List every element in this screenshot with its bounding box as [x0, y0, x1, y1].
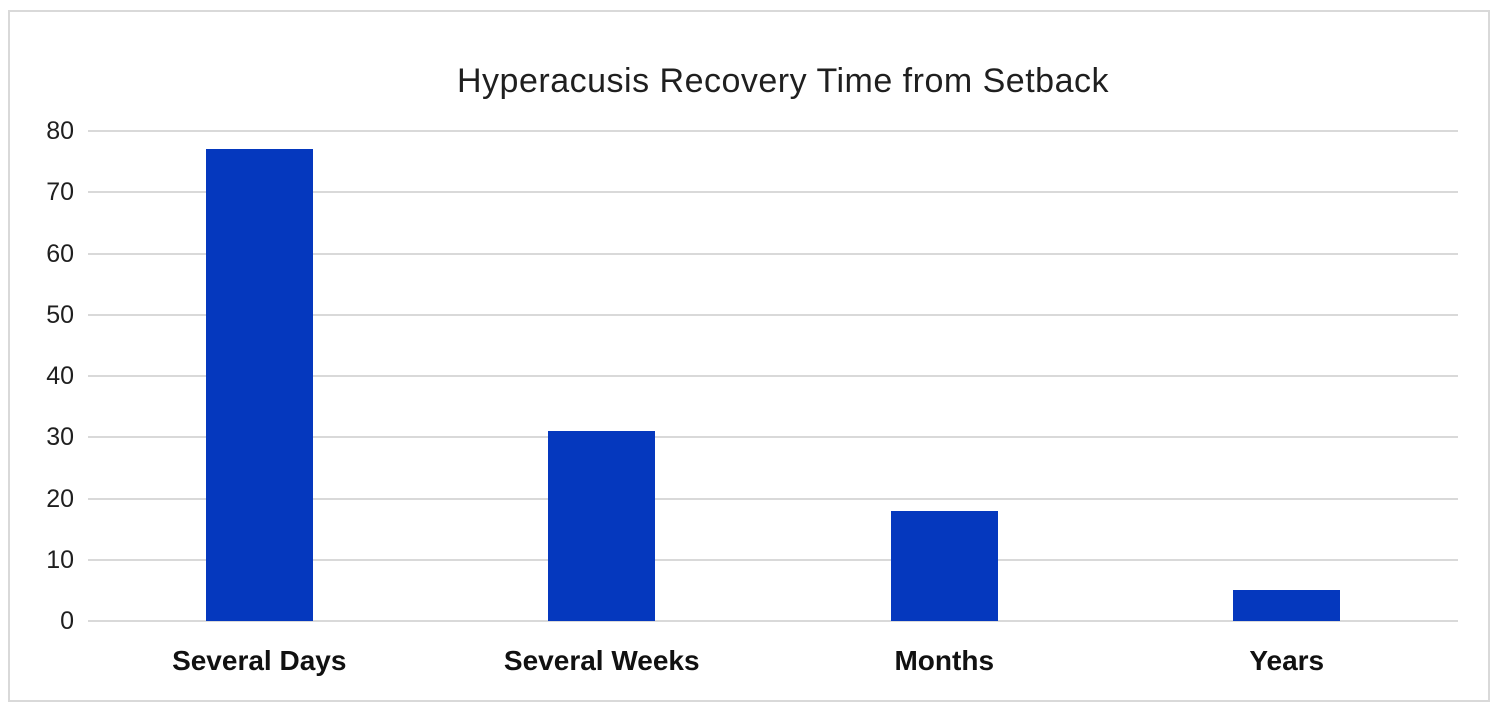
x-axis-labels: Several Days Several Weeks Months Years — [88, 644, 1458, 678]
y-tick-label: 40 — [46, 362, 74, 390]
x-tick-label: Years — [1249, 645, 1325, 676]
bar-several-days — [205, 149, 313, 621]
gridline — [88, 620, 1458, 622]
x-tick-label: Several Days — [172, 645, 347, 676]
y-tick-label: 80 — [46, 117, 74, 145]
gridline — [88, 130, 1458, 132]
bar-years — [1233, 590, 1341, 621]
y-axis-labels: 0 10 20 30 40 50 60 70 80 — [0, 117, 74, 635]
gridline — [88, 252, 1458, 255]
plot-area — [88, 130, 1458, 622]
y-tick-label: 20 — [46, 484, 74, 513]
x-tick-label: Months — [894, 645, 995, 676]
x-tick-label: Several Weeks — [503, 645, 700, 676]
y-tick-label: 10 — [46, 545, 74, 574]
bar-slot — [1116, 131, 1459, 621]
bar-slot — [88, 131, 431, 621]
bar-months — [890, 510, 998, 621]
bars-row — [88, 131, 1458, 621]
bar-slot — [773, 131, 1116, 621]
y-tick-label: 0 — [60, 607, 74, 635]
gridline — [88, 375, 1458, 377]
chart-title: Hyperacusis Recovery Time from Setback — [457, 62, 1109, 100]
gridline — [88, 436, 1458, 439]
bar-slot — [431, 131, 774, 621]
gridline — [88, 313, 1458, 316]
y-tick-label: 30 — [46, 423, 74, 452]
gridline — [88, 558, 1458, 561]
gridline — [88, 497, 1458, 500]
y-tick-label: 60 — [46, 239, 74, 268]
y-tick-label: 70 — [46, 178, 74, 207]
y-tick-label: 50 — [46, 300, 74, 329]
gridlines-layer — [88, 130, 1458, 622]
gridline — [88, 191, 1458, 194]
bar-several-weeks — [548, 431, 656, 621]
